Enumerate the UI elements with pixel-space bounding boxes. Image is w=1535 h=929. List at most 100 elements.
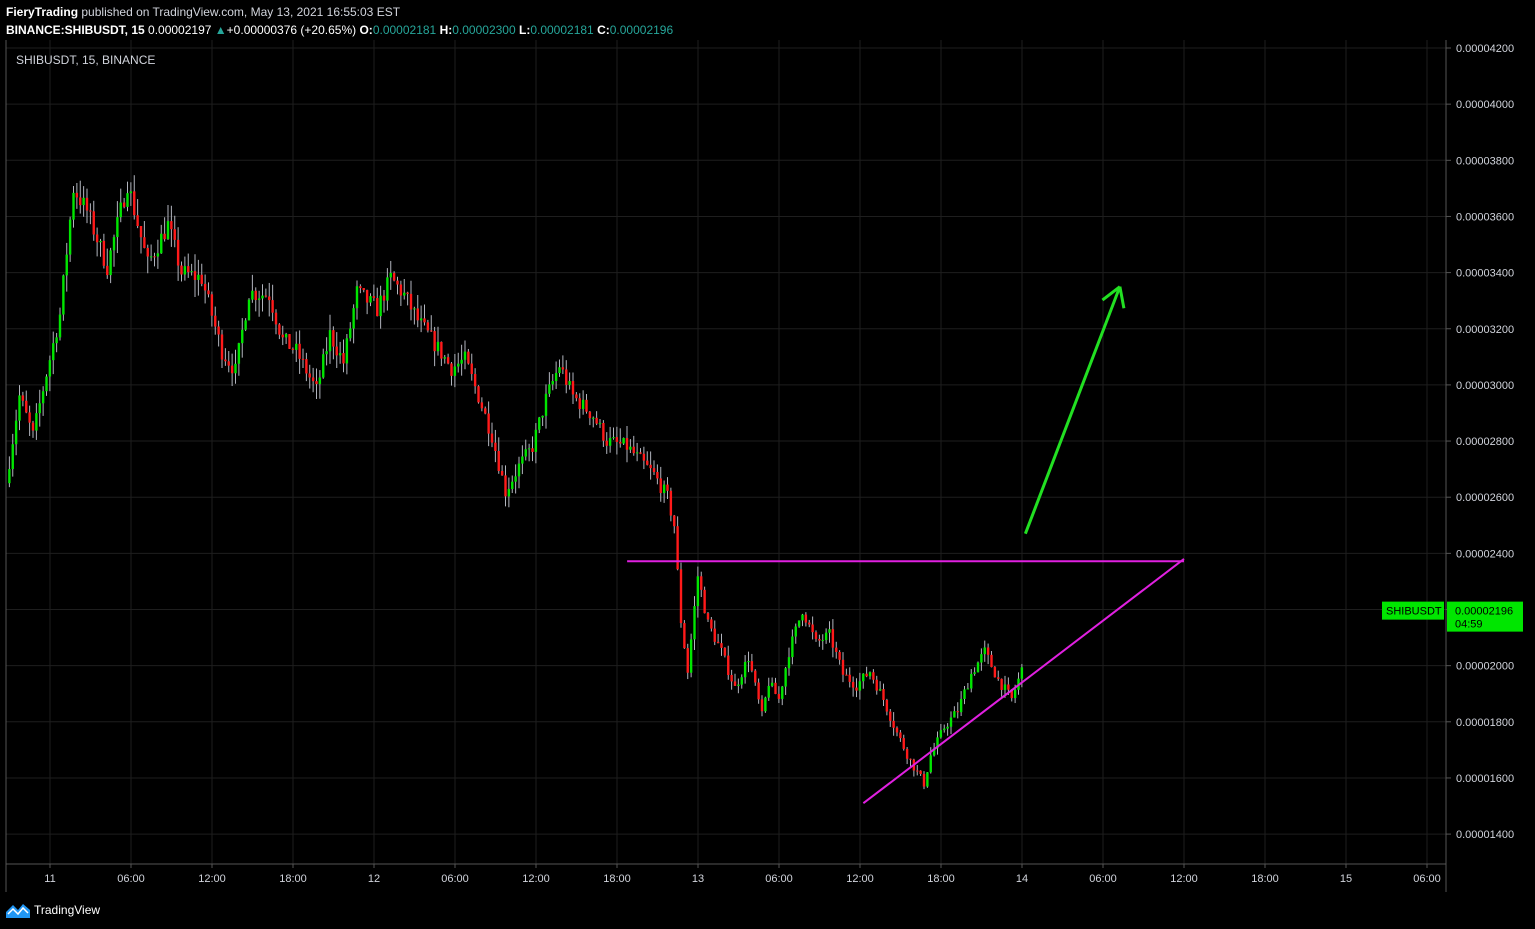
candle-down (382, 295, 386, 301)
support-trend-line (862, 558, 1185, 805)
time-tick-label: 11 (44, 873, 55, 885)
candle-down (450, 363, 453, 376)
candle-down (855, 687, 858, 691)
candle-down (342, 353, 345, 364)
candle-down (200, 274, 203, 284)
time-tick-label: 12:00 (522, 873, 550, 885)
candle-down (153, 256, 156, 258)
candle-down (288, 334, 291, 349)
candle-down (268, 296, 271, 301)
candle-up (511, 481, 514, 489)
candle-down (683, 623, 686, 649)
candle-down (895, 727, 899, 733)
candle-up (166, 221, 170, 240)
close-value: 0.00002196 (609, 23, 674, 37)
candle-down (774, 682, 777, 694)
candle-up (858, 681, 862, 691)
candle-down (230, 365, 234, 374)
candle-up (126, 193, 129, 207)
arrow-head-icon (1101, 285, 1121, 302)
price-tag-symbol: SHIBUSDT (1386, 606, 1442, 618)
candle-down (649, 464, 652, 469)
candle-down (362, 288, 365, 291)
candle-up (693, 606, 696, 640)
candle-down (1010, 689, 1013, 699)
candle-down (808, 622, 811, 625)
candle-up (608, 437, 612, 446)
candle-up (72, 192, 75, 220)
candle-up (116, 217, 119, 238)
candle-up (403, 292, 406, 296)
price-tag-value: 0.00002196 (1455, 606, 1513, 618)
candle-down (733, 681, 737, 686)
candle-down (588, 411, 592, 419)
candle-up (413, 308, 416, 310)
candle-down (28, 412, 31, 423)
candle-up (662, 484, 666, 494)
time-tick-label: 12:00 (846, 873, 874, 885)
candle-up (65, 254, 68, 276)
candle-down (899, 732, 902, 739)
candle-up (794, 626, 797, 637)
candle-down (676, 526, 679, 570)
candle-down (180, 265, 183, 275)
candle-down (811, 624, 814, 633)
candle-down (851, 681, 855, 688)
candle-down (750, 661, 754, 671)
candle-down (602, 422, 605, 441)
price-chart[interactable]: 0.00004200 0.00004000 0.00003800 0.00003600… (0, 0, 1535, 892)
candle-down (1007, 684, 1010, 690)
candle-up (791, 636, 794, 658)
candle-up (45, 376, 48, 392)
candle-down (440, 341, 443, 359)
candle-down (1000, 678, 1003, 690)
candle-down (642, 453, 646, 461)
price-axis[interactable]: 0.00004200 0.00004000 0.00003800 0.00003600… (1446, 43, 1514, 841)
candle-down (757, 682, 760, 700)
candle-up (612, 437, 615, 439)
price-tag-countdown: 04:59 (1455, 619, 1483, 631)
candle-up (548, 384, 551, 394)
candle-down (106, 265, 109, 276)
price-tag-value-bg (1447, 601, 1523, 632)
time-axis[interactable]: 11 06:00 12:00 18:00 12 06:00 12:00 18:00 13 06:0… (44, 864, 1441, 885)
candle-down (872, 672, 875, 680)
candle-down (673, 515, 676, 527)
candle-down (679, 569, 683, 624)
candle-down (305, 359, 308, 374)
candle-down (922, 773, 926, 787)
candle-down (639, 452, 642, 454)
candle-down (848, 674, 851, 682)
candle-down (575, 394, 578, 399)
candle-up (824, 632, 828, 641)
candle-up (460, 359, 463, 364)
candle-up (764, 697, 767, 712)
author-name[interactable]: FieryTrading (6, 5, 79, 19)
candle-down (173, 229, 176, 240)
candle-up (784, 668, 787, 687)
candle-down (146, 247, 149, 257)
candle-up (48, 360, 52, 377)
candle-up (878, 689, 882, 691)
candle-down (716, 641, 720, 644)
published-text: published on TradingView.com, May 13, 20… (81, 5, 401, 19)
candle-down (473, 374, 477, 387)
candle-down (760, 699, 764, 712)
candle-up (581, 399, 585, 409)
tradingview-logo-icon[interactable] (6, 902, 30, 918)
tradingview-brand[interactable]: TradingView (34, 903, 101, 917)
candle-down (264, 295, 268, 297)
candle-down (25, 400, 28, 413)
candle-up (932, 748, 936, 756)
candle-down (659, 478, 662, 494)
candle-down (565, 369, 568, 385)
candle-down (814, 632, 818, 639)
candle-down (392, 272, 396, 281)
candle-up (592, 417, 595, 419)
candle-up (507, 488, 511, 497)
candle-up (389, 272, 392, 278)
candle-down (95, 234, 99, 243)
candle-up (770, 682, 774, 686)
time-tick-label: 12:00 (198, 873, 226, 885)
candle-up (190, 271, 193, 273)
